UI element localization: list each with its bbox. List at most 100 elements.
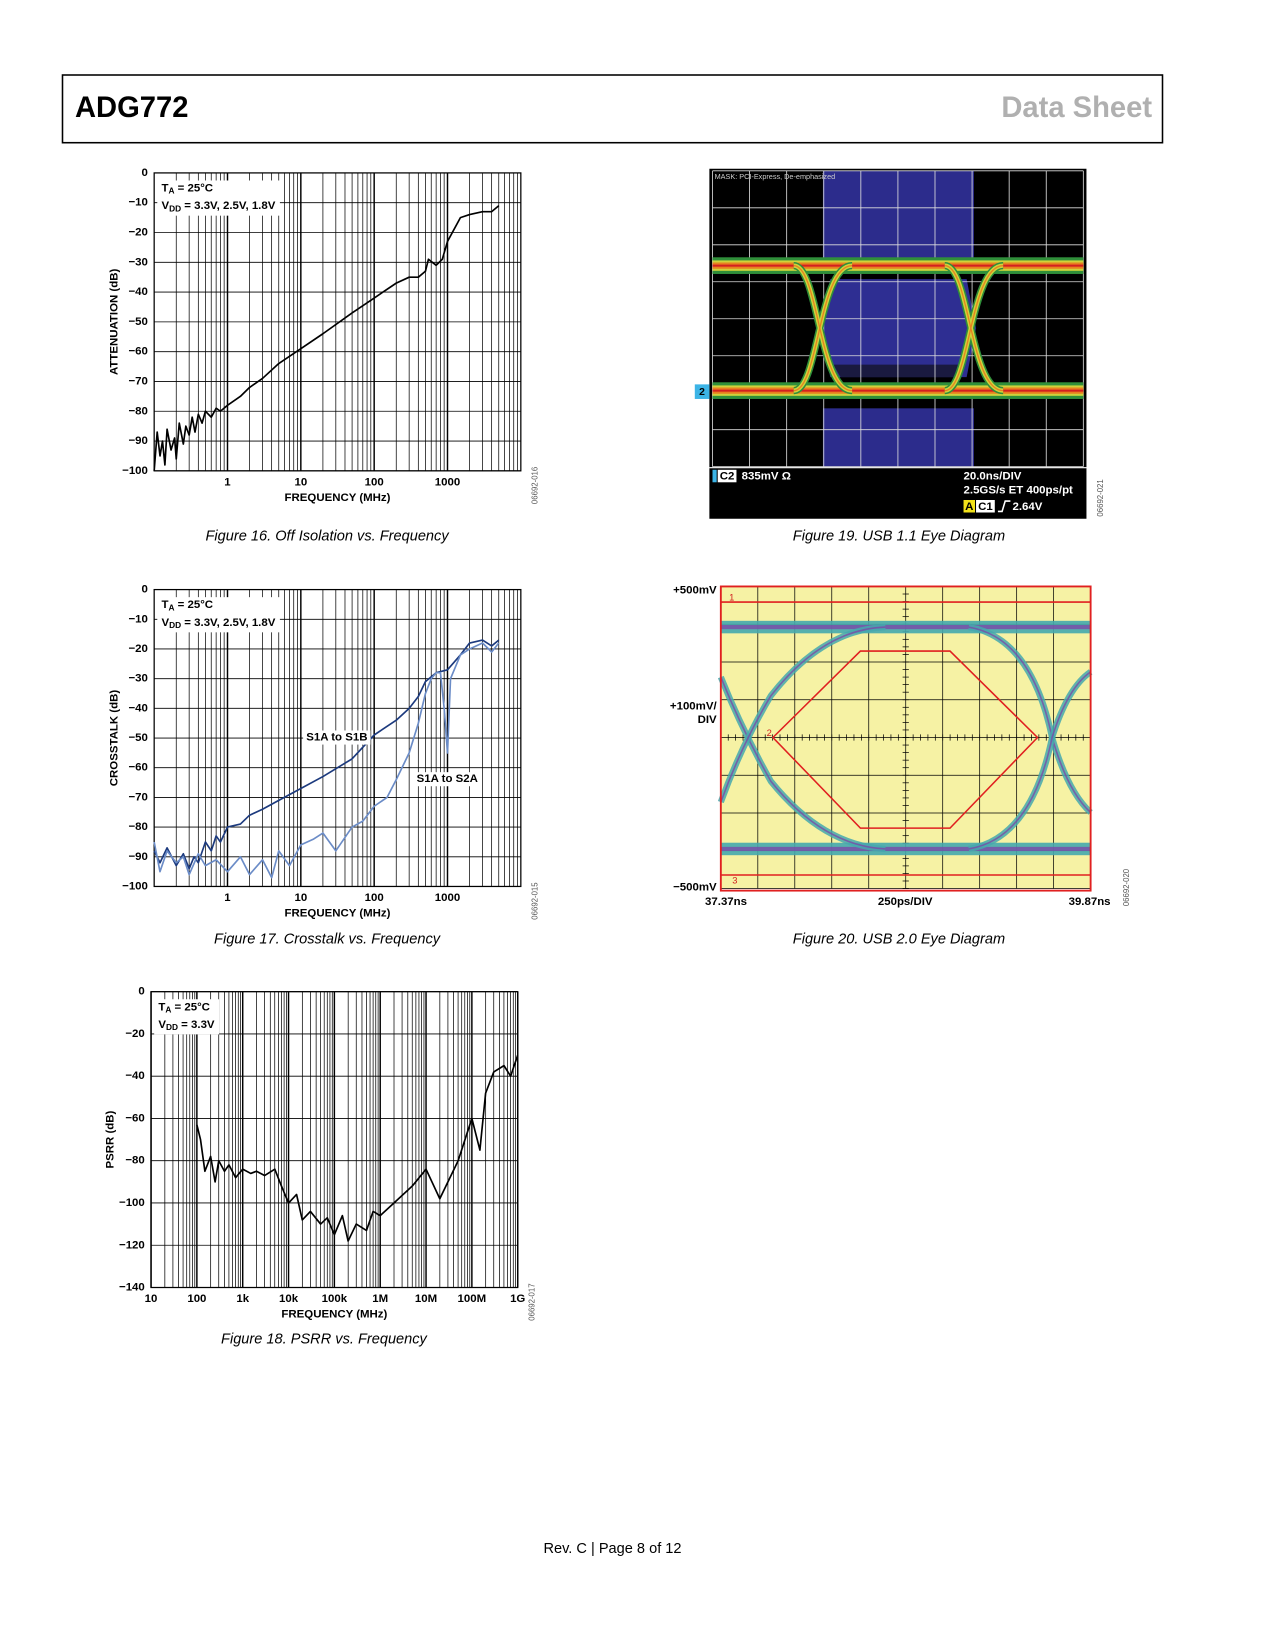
eye-transition: [944, 265, 1004, 392]
annotation: TA = 25°C: [158, 1001, 210, 1014]
y-axis-title: CROSSTALK (dB): [109, 690, 121, 787]
annotation-rest: = 25°C: [171, 1001, 210, 1013]
x-tick-label: 10M: [415, 1293, 437, 1305]
series-line: [196, 1054, 519, 1242]
y-tick-label: −60: [129, 346, 148, 358]
x-tick-label: 100M: [458, 1293, 487, 1305]
annotation-sub: A: [168, 186, 174, 196]
annotation-rest: = 3.3V, 2.5V, 1.8V: [181, 200, 276, 212]
eye-transition: [968, 671, 1092, 850]
y-tick-label: 0: [138, 986, 144, 998]
channel-marker-box: [694, 384, 710, 399]
x-axis-title: FREQUENCY (MHz): [285, 908, 391, 920]
mask-marker: 2: [767, 728, 772, 738]
series-line: [153, 639, 500, 870]
x-tick-label: 100k: [322, 1293, 348, 1305]
figure-caption: Figure 18. PSRR vs. Frequency: [221, 1331, 429, 1347]
annotation-sub: DD: [166, 1022, 178, 1032]
y-tick-label: −70: [129, 375, 148, 387]
annotation-rest: = 3.3V: [178, 1019, 215, 1031]
eye-transition: [720, 676, 886, 850]
eye-trace-band: [720, 846, 1091, 852]
eye-trace-band: [712, 389, 1084, 392]
plot-border: [719, 585, 1092, 892]
header-frame: [61, 74, 1164, 144]
figure-caption: Figure 17. Crosstalk vs. Frequency: [214, 931, 442, 947]
x-tick-label: 10: [294, 892, 307, 904]
figure-caption: Figure 16. Off Isolation vs. Frequency: [206, 528, 451, 544]
series-label: S1A to S1B: [306, 732, 367, 744]
annotation-main: V: [161, 617, 169, 629]
x-tick-label: 1: [224, 476, 231, 488]
y-top-label: +500mV: [673, 585, 717, 597]
trigger-source: C1: [978, 501, 993, 513]
y-tick-label: −80: [129, 405, 148, 417]
y-tick-label: −30: [129, 673, 148, 685]
mask-center: [771, 650, 1039, 829]
annotation-main: T: [158, 1001, 165, 1013]
y-tick-label: −40: [129, 702, 148, 714]
y-tick-label: −20: [129, 227, 148, 239]
x-tick-label: 100: [187, 1293, 206, 1305]
x-tick-label: 1000: [435, 892, 460, 904]
x-tick-label: 10k: [279, 1293, 299, 1305]
eye-transition: [720, 626, 886, 803]
mask-top: [822, 170, 974, 261]
annotation: TA = 25°C: [161, 183, 213, 196]
timebase: 20.0ns/DIV: [964, 471, 1022, 483]
x-tick-label: 100: [365, 476, 384, 488]
x-tick-label: 10: [294, 476, 307, 488]
figure-code: 06692-015: [530, 882, 539, 920]
y-tick-label: −90: [129, 435, 148, 447]
x-tick-label: 100: [365, 892, 384, 904]
scope-mask-title: MASK: PCI-Express, De-emphasized: [715, 172, 836, 181]
y-axis-title: PSRR (dB): [104, 1110, 116, 1168]
y-tick-label: −100: [119, 1197, 145, 1209]
y-tick-label: −100: [122, 465, 148, 477]
figure-code: 06692-020: [1122, 868, 1131, 906]
label-box: [154, 999, 220, 1035]
x-tick-label: 1G: [510, 1293, 525, 1305]
y-tick-label: −140: [119, 1282, 145, 1294]
plot-border: [153, 588, 522, 888]
channel-color: [712, 469, 717, 483]
figure-code: 06692-016: [530, 467, 539, 504]
mask-marker: 3: [732, 876, 737, 886]
y-tick-label: −40: [125, 1070, 144, 1082]
figure-code: 06692-017: [527, 1283, 536, 1320]
annotation-main: V: [161, 200, 169, 212]
annotation-rest: = 25°C: [174, 183, 213, 195]
x-tick-label: 1: [224, 892, 231, 904]
channel-marker: 2: [699, 387, 705, 398]
figure-code: 06692-021: [1096, 479, 1105, 516]
annotation-main: V: [158, 1019, 166, 1031]
series-line: [153, 205, 500, 471]
y-tick-label: −30: [129, 256, 148, 268]
sampling: 2.5GS/s ET 400ps/pt: [964, 485, 1074, 497]
x-end-label: 39.87ns: [1069, 896, 1111, 908]
y-scale-label: +100mV/: [670, 700, 718, 712]
annotation-rest: = 25°C: [174, 599, 213, 611]
mask-shadow: [833, 364, 964, 378]
annotation: VDD = 3.3V, 2.5V, 1.8V: [161, 200, 275, 213]
x-timebase-label: 250ps/DIV: [878, 896, 933, 908]
y-axis-title: ATTENUATION (dB): [109, 269, 121, 375]
series-label: S1A to S2A: [417, 773, 478, 785]
x-tick-label: 10: [145, 1293, 158, 1305]
mask-bottom: [822, 408, 974, 467]
annotation-rest: = 3.3V, 2.5V, 1.8V: [181, 617, 276, 629]
annotation: VDD = 3.3V, 2.5V, 1.8V: [161, 617, 275, 630]
y-tick-label: −80: [129, 821, 148, 833]
y-scale-label: DIV: [698, 714, 717, 726]
annotation-sub: A: [168, 603, 174, 613]
mask-center: [820, 279, 977, 378]
mask-marker: 1: [729, 592, 734, 602]
trigger-mode: A: [965, 501, 973, 513]
y-tick-label: −70: [129, 791, 148, 803]
annotation: VDD = 3.3V: [158, 1019, 215, 1032]
label-box: [157, 597, 280, 633]
annotation-sub: DD: [169, 204, 181, 214]
y-tick-label: 0: [142, 167, 148, 179]
label-box: [157, 180, 280, 216]
figure-caption: Figure 20. USB 2.0 Eye Diagram: [793, 931, 1005, 947]
